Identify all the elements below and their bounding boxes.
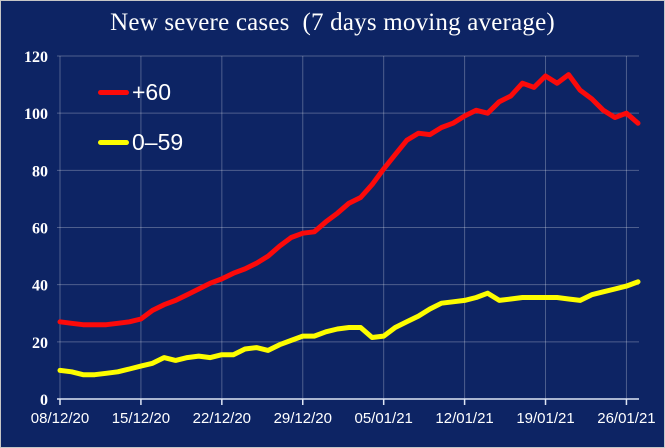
chart-title: New severe cases (7 days moving average) [110,9,555,36]
legend-swatch-plus60 [98,89,129,95]
y-tick-label: 80 [32,163,48,180]
y-tick-label: 40 [32,278,48,295]
y-tick-label: 0 [40,392,48,409]
x-tick-label: 22/12/20 [193,410,251,427]
legend-item-plus60: +60 [98,79,171,105]
legend-label-0-59: 0–59 [132,129,184,155]
legend-label-plus60: +60 [132,79,172,105]
x-tick-label: 08/12/20 [31,410,89,427]
y-tick-label: 120 [24,49,48,66]
x-tick-label: 19/01/21 [516,410,574,427]
x-tick-label: 15/12/20 [112,410,170,427]
series-line-0-59 [57,279,641,378]
y-tick-label: 100 [24,106,48,123]
y-tick-label: 20 [32,335,48,352]
legend-item-0-59: 0–59 [98,129,183,155]
series-line-plus60 [57,72,641,328]
x-tick-label: 12/01/21 [435,410,493,427]
x-tick-label: 26/01/21 [597,410,655,427]
y-tick-label: 60 [32,221,48,238]
legend-swatch-0-59 [98,139,129,145]
x-tick-label: 29/12/20 [274,410,332,427]
x-tick-label: 05/01/21 [354,410,412,427]
